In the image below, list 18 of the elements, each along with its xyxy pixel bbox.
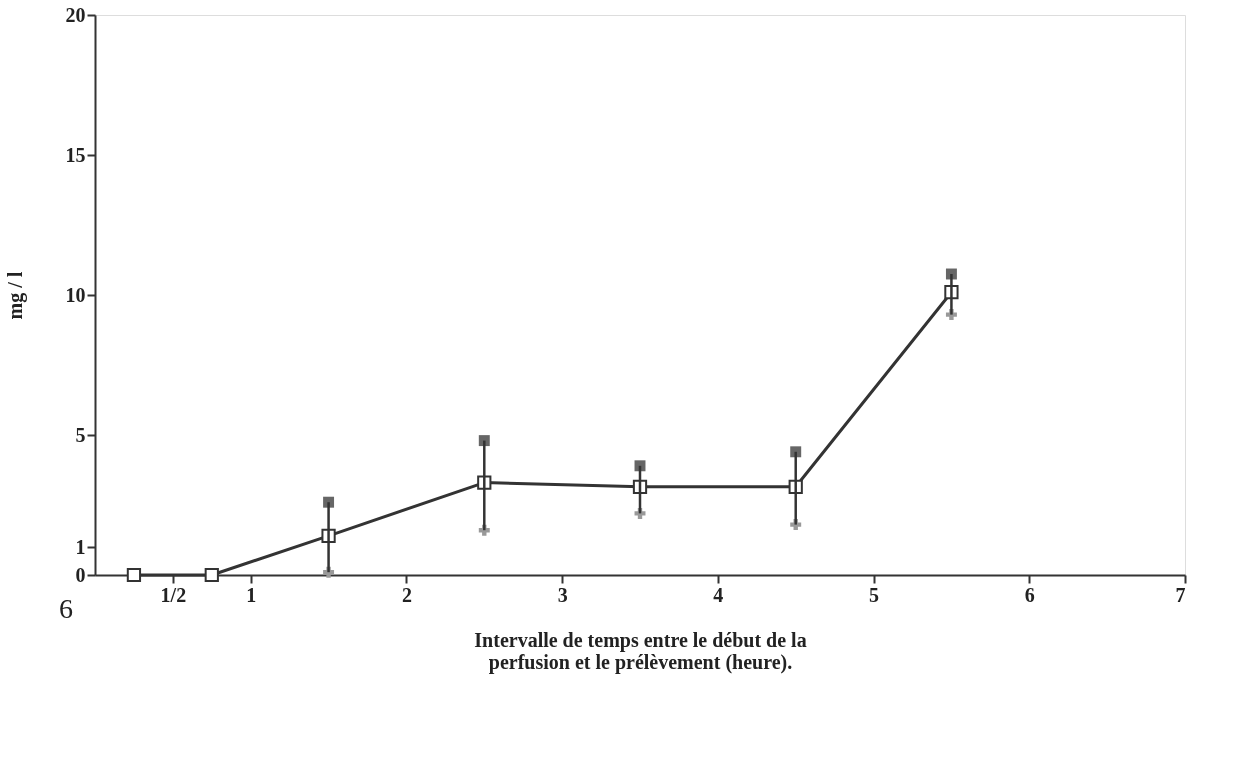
y-axis-title: mg / l — [3, 271, 27, 320]
point — [204, 567, 219, 583]
x-tick-label: 3 — [557, 583, 568, 606]
y-tick-label: 5 — [75, 423, 86, 446]
x-tick-label: 5 — [869, 583, 880, 606]
x-tick-label: 4 — [713, 583, 724, 606]
y-tick-label: 20 — [65, 3, 86, 26]
x-tick-label: 2 — [401, 583, 412, 606]
y-tick-label: 10 — [65, 283, 86, 306]
x-tick-label: 1 — [246, 583, 257, 606]
x-tick-label: 7 — [1175, 583, 1186, 606]
point — [126, 567, 142, 583]
x-tick-label: 6 — [1024, 583, 1035, 606]
y-tick-label: 1 — [75, 535, 86, 558]
x-tick-label: 1/2 — [160, 583, 187, 606]
y-tick-label: 15 — [65, 143, 86, 166]
x-axis-title: Intervalle de temps entre le début de la perfusion et le prélèvement (heure). — [474, 628, 807, 674]
y-tick-label: 0 — [75, 563, 86, 586]
